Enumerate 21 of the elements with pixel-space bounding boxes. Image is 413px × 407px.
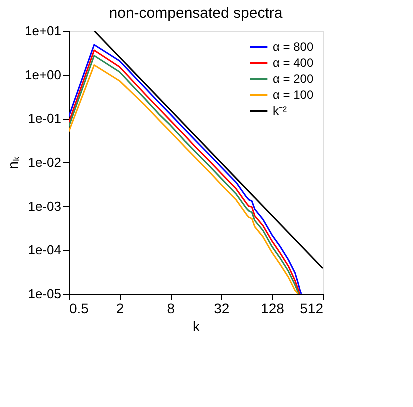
y-tick-label: 1e-02 [28, 155, 62, 170]
x-tick-label: 2 [116, 300, 124, 316]
y-tick-label: 1e-05 [28, 286, 62, 302]
y-tick-label: 1e-04 [28, 242, 62, 258]
x-tick-label: 128 [261, 300, 285, 316]
x-tick-label: 0.5 [70, 300, 90, 316]
y-tick-label: 1e+00 [24, 67, 62, 82]
legend-label: α = 800 [273, 40, 314, 54]
chart-title: non-compensated spectra [109, 5, 284, 22]
x-tick-label: 512 [300, 300, 324, 316]
legend-label: k⁻² [273, 104, 287, 118]
legend-label: α = 400 [273, 56, 314, 70]
y-tick-label: 1e+01 [24, 24, 62, 38]
x-tick-label: 8 [167, 300, 176, 316]
y-tick-label: 1e-01 [28, 111, 62, 126]
x-axis-title: k [193, 318, 201, 334]
y-axis-title: nₖ [4, 156, 21, 170]
legend-label: α = 100 [273, 88, 314, 102]
x-tick-label: 32 [214, 300, 230, 316]
legend-label: α = 200 [273, 72, 314, 86]
y-tick-label: 1e-03 [28, 198, 62, 214]
